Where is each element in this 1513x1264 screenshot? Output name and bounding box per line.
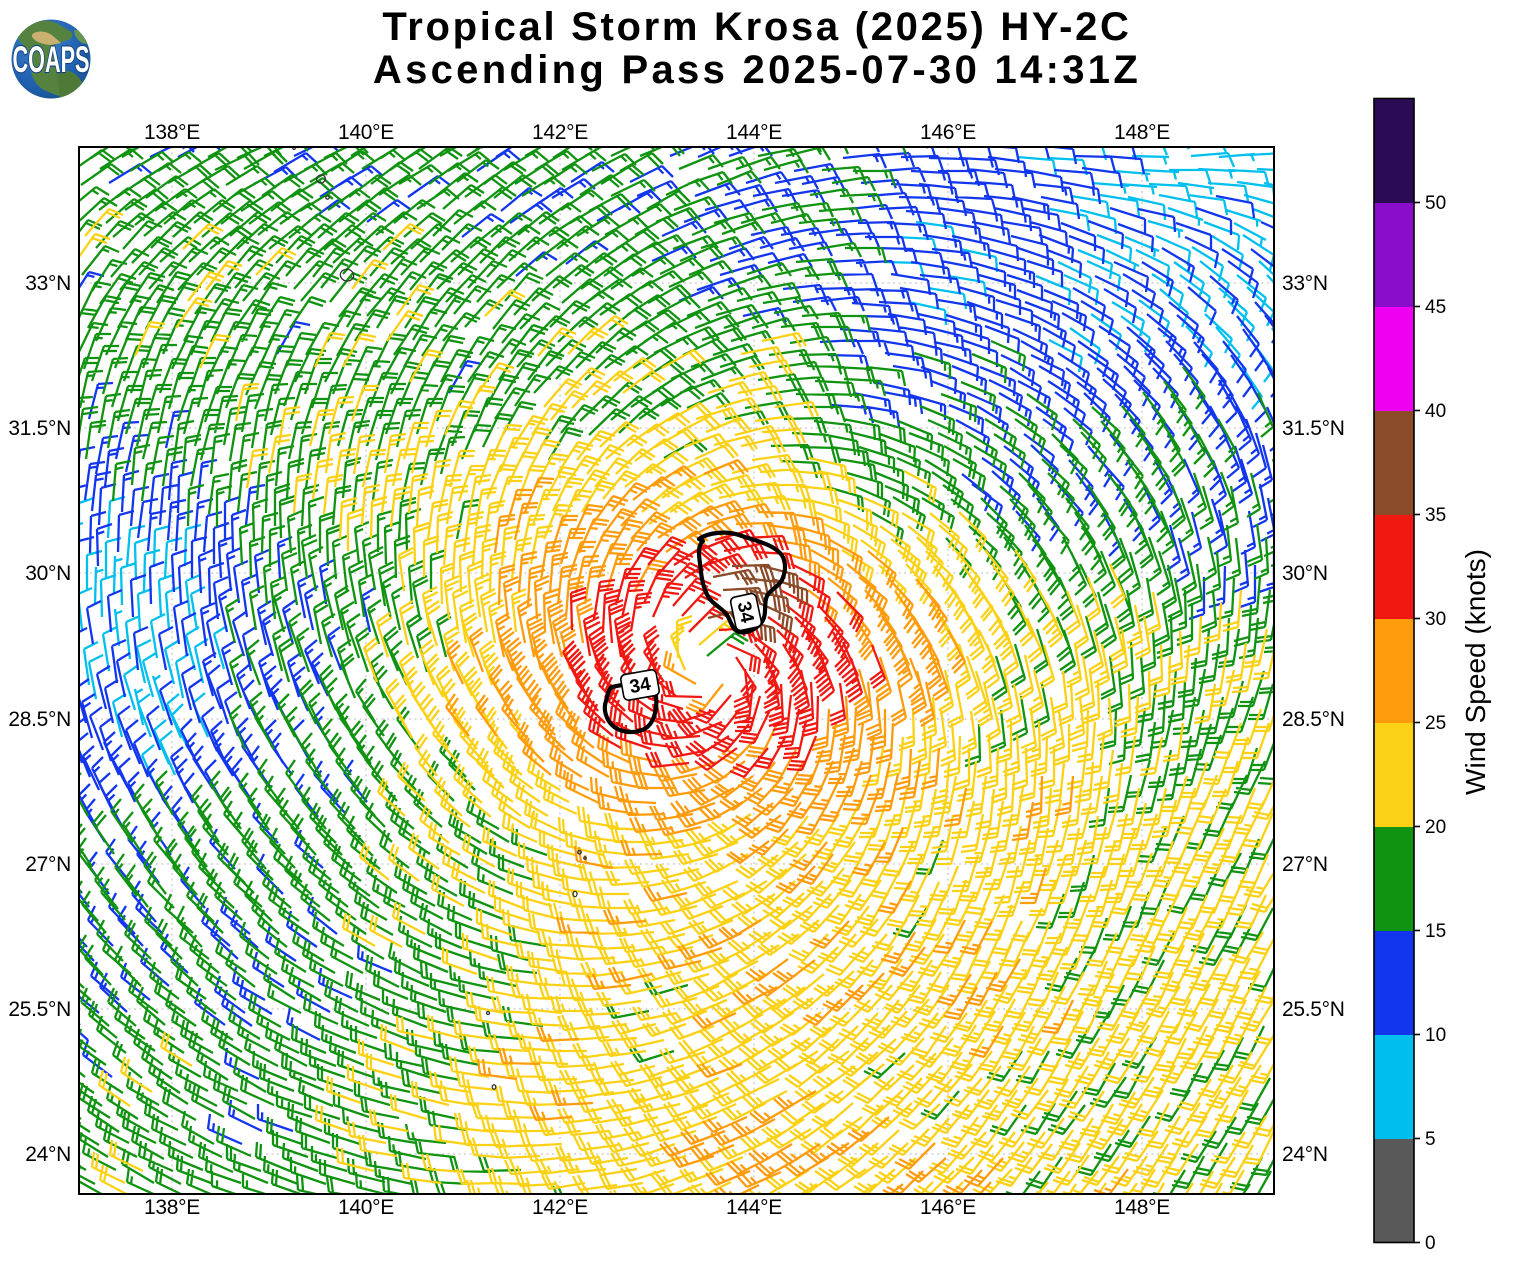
svg-text:142°E: 142°E (532, 1196, 588, 1219)
svg-text:138°E: 138°E (144, 1196, 200, 1219)
svg-text:142°E: 142°E (532, 121, 588, 144)
svg-text:148°E: 148°E (1114, 121, 1170, 144)
svg-text:10: 10 (1425, 1025, 1446, 1046)
svg-text:20: 20 (1425, 817, 1446, 838)
svg-text:30: 30 (1425, 609, 1446, 630)
svg-text:28.5°N: 28.5°N (8, 708, 71, 731)
svg-text:33°N: 33°N (1282, 272, 1328, 295)
svg-text:27°N: 27°N (1282, 853, 1328, 876)
svg-text:30°N: 30°N (1282, 562, 1328, 585)
svg-text:34: 34 (628, 674, 653, 698)
svg-text:140°E: 140°E (338, 121, 394, 144)
svg-text:50: 50 (1425, 193, 1446, 214)
svg-text:31.5°N: 31.5°N (8, 417, 71, 440)
svg-text:25.5°N: 25.5°N (1282, 998, 1345, 1021)
svg-text:34: 34 (733, 600, 758, 625)
svg-text:144°E: 144°E (726, 121, 782, 144)
svg-text:5: 5 (1425, 1129, 1436, 1150)
svg-text:24°N: 24°N (1282, 1143, 1328, 1166)
svg-text:146°E: 146°E (920, 1196, 976, 1219)
svg-text:28.5°N: 28.5°N (1282, 708, 1345, 731)
svg-text:140°E: 140°E (338, 1196, 394, 1219)
svg-text:35: 35 (1425, 505, 1446, 526)
svg-text:31.5°N: 31.5°N (1282, 417, 1345, 440)
svg-text:146°E: 146°E (920, 121, 976, 144)
svg-text:0: 0 (1425, 1233, 1436, 1254)
svg-text:138°E: 138°E (144, 121, 200, 144)
svg-text:COAPS: COAPS (13, 39, 90, 80)
svg-text:Ascending Pass 2025-07-30 14:3: Ascending Pass 2025-07-30 14:31Z (373, 48, 1141, 92)
svg-text:25.5°N: 25.5°N (8, 998, 71, 1021)
svg-text:45: 45 (1425, 297, 1446, 318)
svg-text:33°N: 33°N (25, 272, 71, 295)
svg-text:144°E: 144°E (726, 1196, 782, 1219)
svg-text:Wind Speed (knots): Wind Speed (knots) (1460, 549, 1491, 795)
svg-text:30°N: 30°N (25, 562, 71, 585)
svg-text:27°N: 27°N (25, 853, 71, 876)
svg-text:Tropical Storm Krosa (2025) HY: Tropical Storm Krosa (2025) HY-2C (382, 5, 1131, 49)
svg-text:148°E: 148°E (1114, 1196, 1170, 1219)
svg-text:15: 15 (1425, 921, 1446, 942)
svg-text:25: 25 (1425, 713, 1446, 734)
svg-text:24°N: 24°N (25, 1143, 71, 1166)
svg-text:40: 40 (1425, 401, 1446, 422)
